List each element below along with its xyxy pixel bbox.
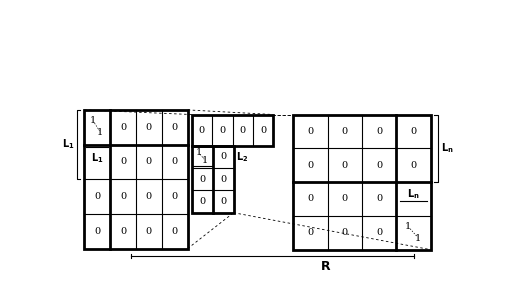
Text: 0: 0	[342, 161, 348, 170]
Text: 0: 0	[411, 127, 417, 136]
Text: 0: 0	[146, 227, 152, 236]
Text: 0: 0	[260, 126, 266, 135]
Text: 0: 0	[120, 192, 126, 201]
Text: $\mathbf{L_n}$: $\mathbf{L_n}$	[441, 141, 454, 155]
Text: 0: 0	[376, 194, 382, 203]
Text: 1: 1	[201, 156, 208, 165]
Text: 0: 0	[172, 158, 178, 166]
Text: 0: 0	[199, 197, 205, 206]
Text: 0: 0	[146, 192, 152, 201]
Text: 0: 0	[120, 123, 126, 132]
Text: $\mathbf{R}$: $\mathbf{R}$	[320, 260, 331, 273]
Text: 1: 1	[415, 234, 421, 243]
Text: $\mathbf{L_1}$: $\mathbf{L_1}$	[91, 151, 103, 165]
Text: 0: 0	[376, 127, 382, 136]
Text: 0: 0	[199, 126, 205, 135]
Text: 0: 0	[94, 227, 100, 236]
Bar	[293, 115, 431, 250]
Text: 0: 0	[411, 161, 417, 170]
Text: 1: 1	[90, 116, 96, 125]
Text: 0: 0	[342, 228, 348, 237]
Text: 0: 0	[307, 127, 314, 136]
Text: 0: 0	[307, 228, 314, 237]
Text: 0: 0	[240, 126, 246, 135]
Text: 0: 0	[307, 194, 314, 203]
Text: 0: 0	[307, 161, 314, 170]
Text: 0: 0	[94, 192, 100, 201]
Bar	[84, 110, 188, 248]
Text: 0: 0	[199, 175, 205, 184]
Text: $\mathbf{L_2}$: $\mathbf{L_2}$	[235, 150, 248, 164]
Bar	[192, 146, 233, 213]
Text: 0: 0	[342, 194, 348, 203]
Text: 0: 0	[219, 126, 226, 135]
Text: 1: 1	[405, 221, 411, 230]
Text: 0: 0	[120, 227, 126, 236]
Text: 0: 0	[342, 127, 348, 136]
Text: 0: 0	[220, 175, 226, 184]
Text: 1: 1	[196, 148, 202, 157]
Text: 0: 0	[220, 152, 226, 161]
Text: 0: 0	[220, 197, 226, 206]
Text: 0: 0	[172, 227, 178, 236]
Text: 0: 0	[376, 161, 382, 170]
Text: 0: 0	[172, 192, 178, 201]
Bar	[192, 115, 273, 146]
Text: 0: 0	[172, 123, 178, 132]
Text: 0: 0	[146, 158, 152, 166]
Text: 1: 1	[97, 128, 103, 137]
Text: 0: 0	[146, 123, 152, 132]
Text: $\mathbf{L_1}$: $\mathbf{L_1}$	[63, 138, 75, 152]
Text: 0: 0	[376, 228, 382, 237]
Text: 0: 0	[120, 158, 126, 166]
Text: $\mathbf{L_n}$: $\mathbf{L_n}$	[407, 188, 420, 201]
